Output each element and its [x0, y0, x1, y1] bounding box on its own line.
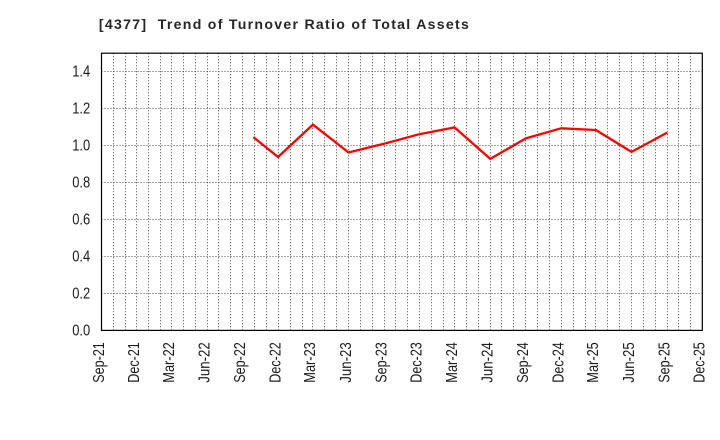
svg-text:Sep-21: Sep-21 — [91, 342, 108, 383]
svg-text:0.2: 0.2 — [72, 286, 90, 303]
svg-text:Dec-23: Dec-23 — [409, 342, 426, 383]
svg-text:Mar-22: Mar-22 — [161, 342, 178, 383]
svg-text:Jun-23: Jun-23 — [338, 342, 355, 383]
svg-text:Sep-23: Sep-23 — [373, 342, 390, 383]
svg-text:Jun-25: Jun-25 — [621, 342, 638, 383]
svg-text:0.4: 0.4 — [72, 249, 90, 266]
svg-text:0.6: 0.6 — [72, 212, 90, 229]
svg-text:0.8: 0.8 — [72, 175, 90, 192]
svg-text:Sep-25: Sep-25 — [656, 342, 673, 383]
svg-text:Mar-23: Mar-23 — [302, 342, 319, 383]
svg-text:Sep-24: Sep-24 — [515, 342, 532, 383]
svg-text:Dec-25: Dec-25 — [692, 342, 709, 383]
svg-text:1.0: 1.0 — [72, 138, 90, 155]
svg-text:1.4: 1.4 — [72, 64, 90, 81]
svg-text:Jun-24: Jun-24 — [480, 342, 497, 383]
svg-text:Dec-21: Dec-21 — [126, 342, 143, 383]
svg-text:[4377] Trend of Turnover Rati: [4377] Trend of Turnover Ratio of Total … — [99, 16, 470, 32]
svg-text:Mar-24: Mar-24 — [444, 342, 461, 383]
svg-text:Dec-22: Dec-22 — [267, 342, 284, 383]
svg-text:0.0: 0.0 — [72, 323, 90, 340]
svg-text:Sep-22: Sep-22 — [232, 342, 249, 383]
svg-text:Dec-24: Dec-24 — [550, 342, 567, 383]
svg-text:Jun-22: Jun-22 — [197, 342, 214, 383]
svg-text:1.2: 1.2 — [72, 101, 90, 118]
svg-text:Mar-25: Mar-25 — [585, 342, 602, 383]
